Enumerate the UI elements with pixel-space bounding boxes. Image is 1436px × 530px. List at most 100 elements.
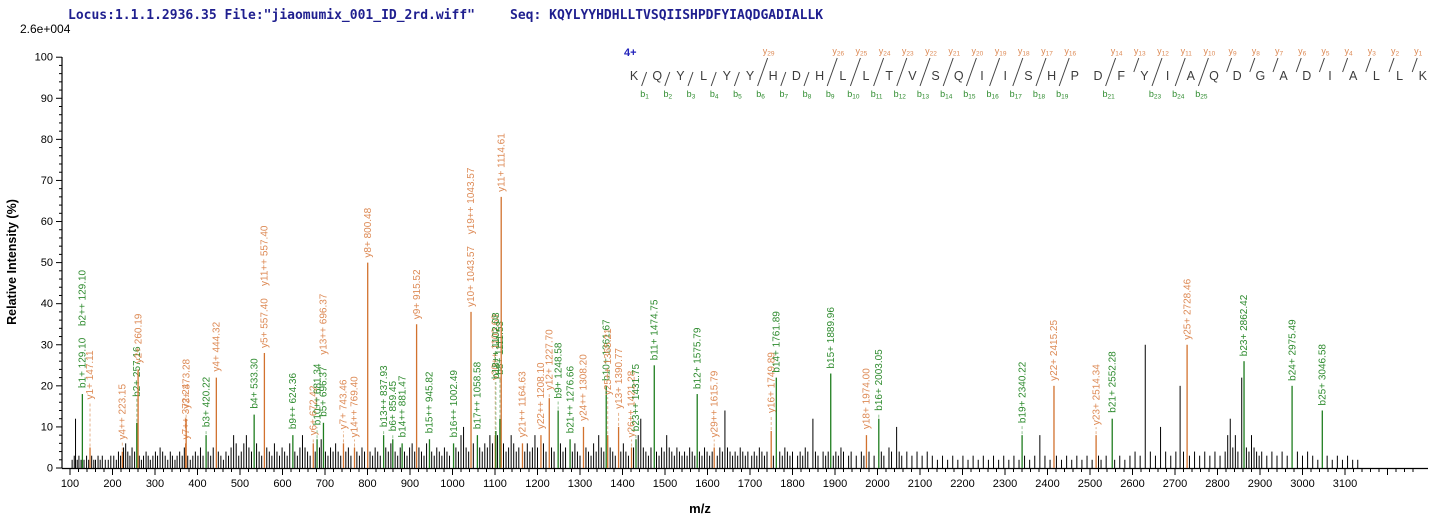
y-cut-mark bbox=[1272, 57, 1279, 73]
peak-label: y1+ 147.11 bbox=[85, 350, 96, 399]
y-cut-mark bbox=[831, 57, 838, 73]
intensity-scale-label: 2.6e+004 bbox=[20, 22, 71, 36]
fragment-peak-b10++: b10++ 681.34 bbox=[312, 363, 323, 468]
y-ion-number: 18 bbox=[1022, 51, 1030, 58]
y-cut-mark bbox=[1017, 57, 1024, 73]
peak-label: b9+ 1248.58 bbox=[553, 342, 564, 398]
y-ion-letter: y bbox=[948, 46, 953, 56]
sequence-text: KQYLYYHDHLLTVSQIISHPDFYIAQDGADIALLK bbox=[549, 8, 824, 23]
peak-label: y10+ 1043.57 bbox=[466, 246, 477, 307]
b-ion-number: 24 bbox=[1177, 94, 1185, 101]
peak-label: b23+ 2862.42 bbox=[1239, 294, 1250, 356]
peak-label: y25+ 2728.46 bbox=[1182, 278, 1193, 339]
fragment-peak-b15+: b15+ 1889.96 bbox=[826, 307, 837, 468]
residue-letter: S bbox=[931, 69, 939, 83]
residue-letter: K bbox=[630, 69, 639, 83]
b-ion-ladder-label: b13 bbox=[917, 89, 930, 101]
y-ion-letter: y bbox=[1391, 46, 1396, 56]
fragment-peak-y5+: y5+ 557.40 y11++ 557.40 bbox=[260, 225, 271, 468]
b-cut-mark bbox=[1012, 71, 1019, 87]
b-ion-ladder-label: b16 bbox=[986, 89, 999, 101]
peak-label: y9+ 915.52 bbox=[412, 269, 423, 319]
b-cut-mark bbox=[873, 71, 880, 87]
fragment-peak-b10+: b10+ 1361.67 bbox=[601, 319, 612, 468]
residue-letter: L bbox=[1396, 69, 1403, 83]
peak-label: b11+ 1474.75 bbox=[649, 299, 660, 360]
y-ion-letter: y bbox=[902, 46, 907, 56]
x-tick-label: 2000 bbox=[865, 478, 889, 490]
residue-letter: L bbox=[700, 69, 707, 83]
b-ion-letter: b bbox=[756, 89, 761, 99]
residue-letter: I bbox=[1328, 69, 1331, 83]
residue-letter: L bbox=[863, 69, 870, 83]
peak-label: b15++ 945.82 bbox=[425, 371, 436, 433]
y-cut-mark bbox=[1040, 57, 1047, 73]
y-ion-number: 7 bbox=[1279, 51, 1283, 58]
y-ion-number: 13 bbox=[1138, 51, 1146, 58]
b-ion-number: 1 bbox=[645, 94, 649, 101]
y-cut-mark bbox=[1133, 57, 1140, 73]
residue-letter: L bbox=[839, 69, 846, 83]
y-ion-number: 9 bbox=[1233, 51, 1237, 58]
x-tick-label: 3000 bbox=[1290, 478, 1314, 490]
y-ion-ladder-label: y8 bbox=[1252, 46, 1261, 58]
y-ion-number: 17 bbox=[1046, 51, 1054, 58]
b-cut-mark bbox=[710, 71, 717, 87]
peak-label: b17++ 1058.58 bbox=[473, 361, 484, 429]
x-tick-label: 2900 bbox=[1248, 478, 1272, 490]
y-cut-mark bbox=[1388, 57, 1395, 73]
residue-letter: V bbox=[908, 69, 917, 83]
peak-label: b23++ 1431.75 bbox=[631, 364, 642, 432]
x-tick-label: 900 bbox=[401, 478, 419, 490]
residue-letter: H bbox=[1047, 69, 1056, 83]
y-ion-ladder-label: y14 bbox=[1111, 46, 1123, 58]
fragment-peak-b19+: b19+ 2340.22 bbox=[1017, 361, 1028, 468]
fragment-peak-y22+: y22+ 2415.25 bbox=[1049, 320, 1060, 468]
fragment-peak-b4+: b4+ 533.30 bbox=[249, 358, 260, 468]
y-ion-letter: y bbox=[879, 46, 884, 56]
y-tick-label: 80 bbox=[41, 134, 53, 146]
residue-letter: H bbox=[769, 69, 778, 83]
fragment-peak-b12+: b12+ 1575.79 bbox=[692, 327, 703, 468]
peak-label: y4+ 444.32 bbox=[212, 321, 223, 371]
b-cut-mark bbox=[780, 71, 787, 87]
b-ion-letter: b bbox=[1172, 89, 1177, 99]
b-cut-mark bbox=[757, 71, 764, 87]
y-ion-ladder-label: y24 bbox=[879, 46, 891, 58]
peak-label: y18+ 1974.00 bbox=[862, 368, 873, 429]
b-cut-mark bbox=[826, 71, 833, 87]
y-cut-mark bbox=[1411, 57, 1418, 73]
b-ion-letter: b bbox=[963, 89, 968, 99]
y-ion-ladder-label: y2 bbox=[1391, 46, 1400, 58]
b-ion-ladder-label: b24 bbox=[1172, 89, 1185, 101]
fragment-peak-y22++: y22++ 1208.10 bbox=[536, 362, 547, 468]
x-tick-label: 2200 bbox=[950, 478, 974, 490]
y-ion-ladder-label: y3 bbox=[1368, 46, 1377, 58]
b-ion-ladder-label: b18 bbox=[1033, 89, 1046, 101]
peak-label: b10+ 1361.67 bbox=[601, 319, 612, 381]
y-ion-letter: y bbox=[1252, 46, 1257, 56]
peak-label: y16+ 1749.89 bbox=[766, 352, 777, 413]
residue-letter: S bbox=[1024, 69, 1032, 83]
fragment-peak-b21++: b21++ 1276.66 bbox=[565, 366, 576, 468]
fragment-peak-y16+: y16+ 1749.89 bbox=[766, 352, 777, 468]
b-ion-letter: b bbox=[779, 89, 784, 99]
y-ion-letter: y bbox=[1275, 46, 1280, 56]
fragment-peak-y23+: y23+ 2514.34 bbox=[1091, 364, 1102, 468]
y-tick-label: 30 bbox=[41, 339, 53, 351]
peak-label: b1+ 129.10 bbox=[78, 337, 89, 388]
fragment-peak-b15++: b15++ 945.82 bbox=[425, 371, 436, 468]
b-ion-number: 12 bbox=[899, 94, 907, 101]
b-ion-ladder-label: b9 bbox=[826, 89, 835, 101]
y-ion-letter: y bbox=[1368, 46, 1373, 56]
residue-letter: A bbox=[1349, 69, 1358, 83]
fragment-peaks-layer: b1+ 129.10 b2++ 129.10 y1+ 147.11 y4++ 223.… bbox=[78, 133, 1328, 468]
y-ion-ladder-label: y5 bbox=[1321, 46, 1330, 58]
y-ion-number: 26 bbox=[837, 51, 845, 58]
y-ion-ladder-label: y25 bbox=[856, 46, 868, 58]
y-cut-mark bbox=[924, 57, 931, 73]
b-ion-ladder-label: b3 bbox=[687, 89, 696, 101]
y-tick-label: 100 bbox=[35, 52, 53, 64]
fragment-peak-b18++: b18++ 1102.08 bbox=[491, 312, 502, 468]
b-cut-mark bbox=[733, 71, 740, 87]
